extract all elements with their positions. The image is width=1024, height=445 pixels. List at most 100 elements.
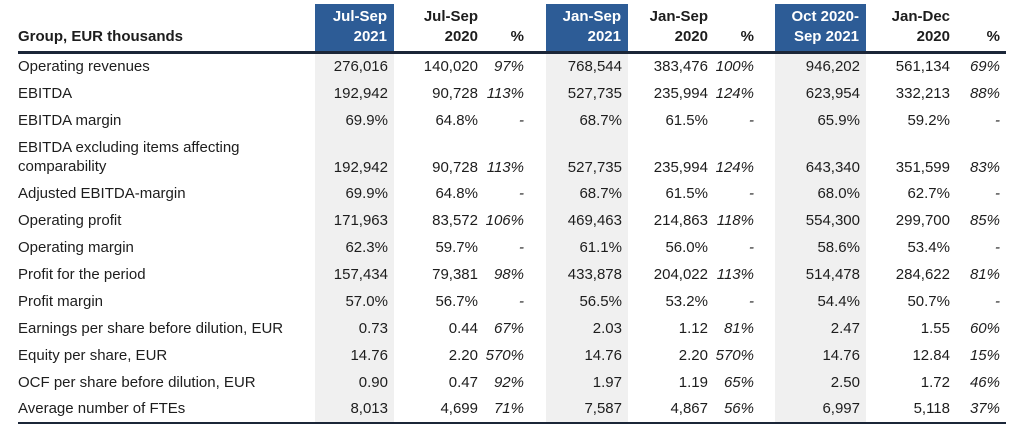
- column-gap: [760, 180, 775, 207]
- cell-pct-ytd: 124%: [715, 84, 754, 102]
- column-header-year: Sep 2021: [793, 28, 859, 45]
- cell-pct-ltm: -: [995, 292, 1000, 310]
- percent-symbol: %: [510, 28, 524, 45]
- cell-jul-sep-2020: 79,381: [432, 265, 478, 283]
- cell-oct2020-sep2021: 514,478: [775, 260, 866, 288]
- cell-jan-sep-2020: 1.12: [678, 319, 708, 337]
- cell-pct-quarter: 67%: [493, 319, 524, 337]
- table-row: EBITDA excluding items affecting compara…: [18, 133, 1006, 180]
- column-header-period: Oct 2020-: [791, 8, 859, 25]
- cell-pct-ltm: 83%: [969, 158, 1000, 176]
- cell-jan-dec-2020: 53.4%: [907, 238, 950, 256]
- header-row: Group, EUR thousands Jul-Sep 2021 Jul-Se…: [18, 4, 1006, 54]
- cell-jan-dec-2020: 1.55: [920, 319, 950, 337]
- column-header-jul-sep-2021: Jul-Sep 2021: [315, 4, 394, 54]
- cell-pct-ytd: 113%: [716, 265, 754, 283]
- cell-jul-sep-2021: 69.9%: [315, 106, 394, 134]
- table-row: EBITDA 192,942 90,728 113% 527,735 235,9…: [18, 79, 1006, 107]
- row-label: Operating profit: [18, 211, 122, 229]
- cell-pct-quarter: 113%: [486, 84, 524, 102]
- table-header: Group, EUR thousands Jul-Sep 2021 Jul-Se…: [18, 4, 1006, 54]
- row-label: EBITDA: [18, 84, 73, 102]
- column-gap: [530, 261, 546, 288]
- cell-oct2020-sep2021: 65.9%: [775, 106, 866, 134]
- column-gap: [760, 234, 775, 261]
- cell-jan-dec-2020: 12.84: [912, 346, 950, 364]
- cell-jul-sep-2020: 2.20: [448, 346, 478, 364]
- cell-jul-sep-2020: 64.8%: [435, 184, 478, 202]
- cell-jan-sep-2021: 1.97: [546, 368, 628, 396]
- column-gap: [530, 315, 546, 342]
- column-header-year: 2021: [353, 28, 387, 45]
- column-header-period: Jan-Sep: [562, 8, 621, 25]
- row-label: EBITDA margin: [18, 111, 122, 129]
- column-gap: [530, 80, 546, 107]
- cell-pct-ltm: -: [995, 111, 1000, 129]
- cell-jan-dec-2020: 284,622: [895, 265, 950, 283]
- cell-pct-ytd: -: [749, 238, 754, 256]
- cell-jan-dec-2020: 59.2%: [907, 111, 950, 129]
- column-header-year: 2021: [587, 28, 621, 45]
- cell-jan-dec-2020: 62.7%: [907, 184, 950, 202]
- cell-oct2020-sep2021: 946,202: [775, 52, 866, 80]
- column-gap: [760, 342, 775, 369]
- column-gap: [530, 107, 546, 134]
- column-gap: [530, 4, 546, 54]
- cell-oct2020-sep2021: 2.47: [775, 314, 866, 342]
- cell-pct-quarter: 570%: [485, 346, 524, 364]
- cell-pct-ltm: -: [995, 184, 1000, 202]
- cell-jul-sep-2021: 62.3%: [315, 233, 394, 261]
- cell-jul-sep-2020: 90,728: [432, 158, 478, 176]
- column-gap: [760, 53, 775, 80]
- cell-pct-ytd: 65%: [723, 373, 754, 391]
- table-row: Operating margin 62.3% 59.7% - 61.1% 56.…: [18, 233, 1006, 261]
- cell-jul-sep-2021: 14.76: [315, 341, 394, 369]
- cell-jul-sep-2021: 192,942: [315, 79, 394, 107]
- cell-jan-sep-2020: 235,994: [653, 84, 708, 102]
- cell-jul-sep-2020: 56.7%: [435, 292, 478, 310]
- cell-jan-sep-2021: 469,463: [546, 206, 628, 234]
- cell-pct-quarter: 97%: [493, 58, 524, 76]
- column-header-year: 2020: [444, 28, 478, 45]
- cell-jan-sep-2020: 56.0%: [665, 238, 708, 256]
- row-label: OCF per share before dilution, EUR: [18, 373, 256, 391]
- row-label: Average number of FTEs: [18, 395, 315, 424]
- cell-jul-sep-2020: 83,572: [432, 211, 478, 229]
- column-gap: [530, 134, 546, 180]
- cell-pct-quarter: -: [519, 184, 524, 202]
- cell-pct-ytd: -: [749, 292, 754, 310]
- column-header-pct-1: %: [484, 4, 530, 54]
- financial-results-table: Group, EUR thousands Jul-Sep 2021 Jul-Se…: [18, 4, 1006, 424]
- cell-pct-ytd: 56%: [714, 395, 760, 424]
- table-row: Adjusted EBITDA-margin 69.9% 64.8% - 68.…: [18, 179, 1006, 207]
- table-row: Average number of FTEs 8,013 4,699 71% 7…: [18, 395, 1006, 424]
- cell-jan-sep-2020: 214,863: [653, 211, 708, 229]
- cell-pct-ytd: 118%: [716, 211, 754, 229]
- cell-jan-sep-2021: 14.76: [546, 341, 628, 369]
- cell-pct-ytd: 570%: [715, 346, 754, 364]
- row-group-header: Group, EUR thousands: [18, 4, 315, 54]
- column-gap: [760, 107, 775, 134]
- cell-pct-quarter: 98%: [493, 265, 524, 283]
- table-row: Operating revenues 276,016 140,020 97% 7…: [18, 52, 1006, 80]
- table-row: Equity per share, EUR 14.76 2.20 570% 14…: [18, 341, 1006, 369]
- percent-symbol: %: [986, 28, 1000, 45]
- cell-jul-sep-2020: 4,699: [394, 395, 484, 424]
- cell-pct-ytd: -: [749, 111, 754, 129]
- cell-oct2020-sep2021: 623,954: [775, 79, 866, 107]
- row-label: EBITDA excluding items affecting compara…: [18, 138, 240, 175]
- cell-jan-sep-2020: 61.5%: [665, 111, 708, 129]
- column-gap: [530, 342, 546, 369]
- cell-pct-ltm: 15%: [969, 346, 1000, 364]
- column-gap: [760, 134, 775, 180]
- column-gap: [760, 4, 775, 54]
- column-header-jan-sep-2021: Jan-Sep 2021: [546, 4, 628, 54]
- cell-jan-sep-2021: 527,735: [546, 79, 628, 107]
- column-gap: [760, 261, 775, 288]
- column-header-jan-sep-2020: Jan-Sep 2020: [628, 4, 714, 54]
- column-gap: [530, 53, 546, 80]
- cell-oct2020-sep2021: 643,340: [775, 133, 866, 180]
- cell-jul-sep-2021: 171,963: [315, 206, 394, 234]
- cell-jul-sep-2021: 57.0%: [315, 287, 394, 315]
- table-row: Profit margin 57.0% 56.7% - 56.5% 53.2% …: [18, 287, 1006, 315]
